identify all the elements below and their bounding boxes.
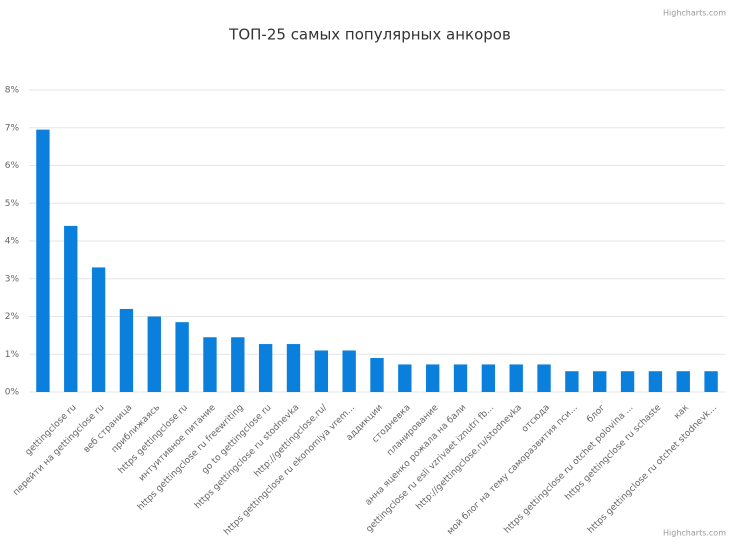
bar	[314, 350, 329, 392]
bar	[258, 344, 273, 392]
y-tick-label: 0%	[5, 388, 20, 398]
bar	[175, 322, 189, 392]
bar	[481, 364, 496, 392]
bar	[119, 308, 134, 392]
x-tick-label: мой блог на тему саморазвития пси...	[445, 403, 579, 537]
x-tick-label: https gettingclose ru otchet stodnevk...	[586, 403, 719, 536]
bar	[620, 371, 635, 392]
credits: Highcharts.com	[663, 9, 726, 18]
bar	[342, 350, 356, 392]
x-tick-label: блог	[585, 403, 607, 425]
x-tick-label: gettingclose ru	[24, 403, 79, 458]
x-tick-label: как	[672, 402, 691, 421]
x-tick-label: https gettingclose ru otchet polovina ..…	[503, 403, 636, 536]
bar	[509, 364, 523, 392]
x-tick-label: приближаясь	[110, 403, 162, 455]
x-tick-label: анна яценко рожала на бали	[364, 403, 469, 508]
bar	[648, 371, 663, 392]
y-tick-label: 1%	[5, 350, 20, 360]
x-tick-label: веб страница	[82, 403, 134, 455]
x-tick-label: https gettingclose ru ekonomiya vrem...	[222, 403, 357, 538]
bar	[231, 337, 245, 392]
y-tick-label: 7%	[5, 123, 20, 133]
x-tick-label: https gettingclose ru stodnevka	[193, 403, 301, 511]
chart-title: ТОП-25 самых популярных анкоров	[228, 26, 511, 44]
bar	[398, 364, 412, 392]
bar	[676, 371, 690, 392]
y-tick-label: 4%	[5, 237, 20, 247]
bar	[91, 267, 106, 392]
x-tick-label: gettingclose ru esli vzrivaet iznutri fb…	[364, 403, 496, 535]
bar	[565, 371, 579, 392]
bar	[537, 364, 551, 392]
bar	[593, 371, 607, 392]
bar	[370, 358, 384, 392]
y-tick-label: 6%	[5, 161, 20, 171]
y-tick-label: 2%	[5, 312, 20, 322]
credits: Highcharts.com	[663, 529, 726, 538]
bar	[704, 371, 718, 392]
bar	[147, 316, 161, 392]
bar	[453, 364, 468, 392]
bar	[36, 129, 50, 392]
bar	[286, 344, 301, 392]
bar	[203, 337, 217, 392]
bar	[425, 364, 440, 392]
y-tick-label: 8%	[5, 86, 20, 96]
y-tick-label: 3%	[5, 274, 20, 284]
y-tick-label: 5%	[5, 199, 20, 209]
bar	[64, 225, 78, 392]
